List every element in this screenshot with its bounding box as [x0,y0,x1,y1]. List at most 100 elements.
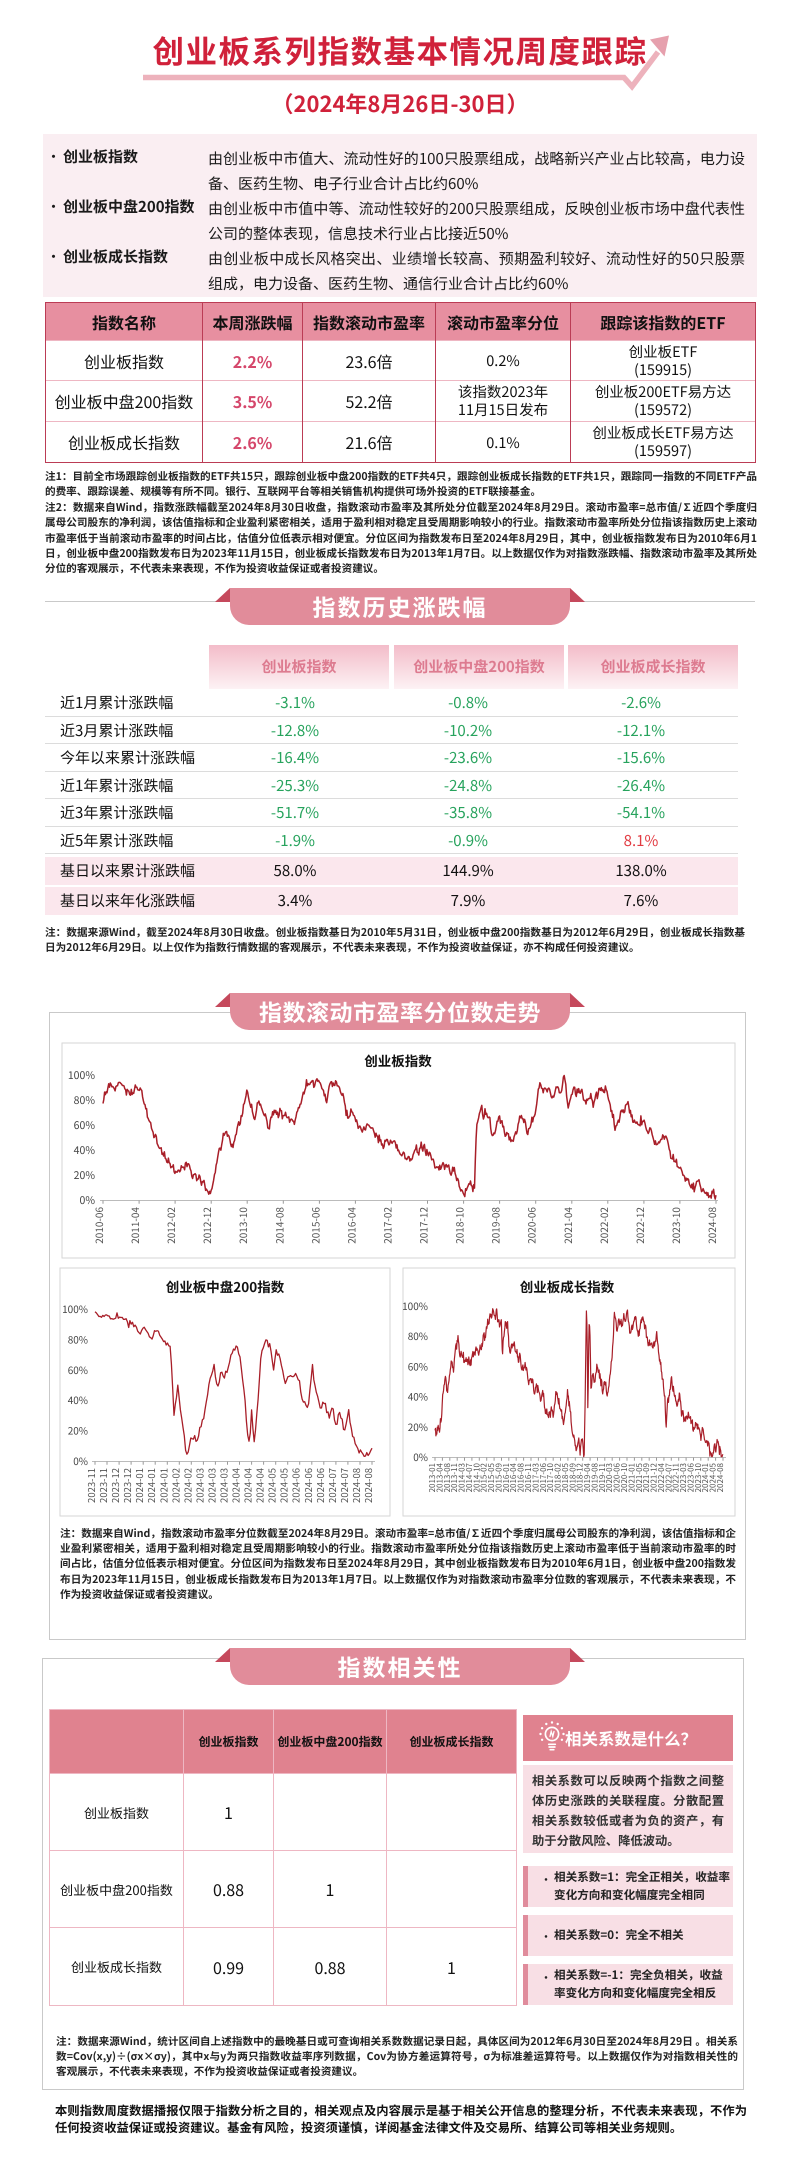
svg-text:2020-06: 2020-06 [612,1462,623,1492]
svg-text:20%: 20% [74,1168,96,1183]
svg-text:40%: 40% [68,1392,88,1407]
svg-text:2024-01: 2024-01 [132,1468,146,1503]
svg-text:2020-03: 2020-03 [604,1463,615,1492]
svg-text:2017-06: 2017-06 [538,1462,549,1492]
svg-text:2021-05: 2021-05 [634,1463,645,1492]
svg-text:2024-07: 2024-07 [325,1468,339,1503]
svg-text:20%: 20% [408,1419,428,1434]
svg-text:60%: 60% [74,1118,96,1133]
svg-text:40%: 40% [74,1143,96,1158]
svg-text:2018-10: 2018-10 [452,1207,467,1244]
svg-text:2023-11: 2023-11 [84,1468,98,1503]
svg-text:2024-01: 2024-01 [144,1468,158,1503]
svg-text:2024-07: 2024-07 [337,1468,351,1503]
svg-text:2014-07: 2014-07 [464,1462,475,1492]
svg-text:0%: 0% [80,1193,96,1208]
svg-text:2023-12: 2023-12 [120,1468,134,1503]
svg-text:2016-08: 2016-08 [516,1462,527,1492]
svg-text:2022-02: 2022-02 [596,1207,611,1244]
svg-text:2024-03: 2024-03 [204,1468,218,1503]
svg-text:2015-02: 2015-02 [479,1462,490,1492]
svg-text:2019-04: 2019-04 [582,1462,593,1492]
svg-text:创业板中盘200指数: 创业板中盘200指数 [166,1276,285,1296]
svg-text:0%: 0% [413,1449,428,1464]
svg-text:2017-03: 2017-03 [530,1463,541,1492]
svg-text:2024-08: 2024-08 [715,1462,726,1492]
svg-text:2024-04: 2024-04 [241,1468,255,1503]
svg-text:2023-11: 2023-11 [96,1468,110,1503]
svg-text:2021-04: 2021-04 [560,1207,575,1244]
svg-text:2023-10: 2023-10 [668,1207,683,1244]
svg-text:2024-08: 2024-08 [349,1468,363,1503]
svg-text:2013-04: 2013-04 [434,1462,445,1492]
svg-text:2014-10: 2014-10 [471,1462,482,1492]
svg-text:2018-09: 2018-09 [567,1463,578,1492]
svg-text:2024-04: 2024-04 [253,1468,267,1503]
svg-text:2024-02: 2024-02 [180,1468,194,1503]
svg-text:2022-04: 2022-04 [656,1462,667,1492]
svg-text:100%: 100% [402,1298,428,1313]
svg-text:2016-04: 2016-04 [343,1207,358,1244]
svg-text:2016-04: 2016-04 [508,1462,519,1492]
svg-text:2021-09: 2021-09 [641,1463,652,1492]
svg-text:2017-02: 2017-02 [380,1207,395,1244]
svg-text:2024-02: 2024-02 [168,1468,182,1503]
svg-text:2023-10: 2023-10 [693,1462,704,1492]
svg-text:2018-12: 2018-12 [575,1462,586,1492]
svg-text:2014-03: 2014-03 [457,1463,468,1492]
svg-text:20%: 20% [68,1423,88,1438]
svg-text:2016-11: 2016-11 [523,1463,534,1492]
svg-text:2012-12: 2012-12 [199,1207,214,1244]
svg-text:2023-06: 2023-06 [686,1462,697,1492]
svg-text:60%: 60% [408,1358,428,1373]
svg-text:2024-01: 2024-01 [156,1468,170,1503]
svg-text:2024-01: 2024-01 [700,1463,711,1492]
svg-text:2021-12: 2021-12 [649,1462,660,1492]
svg-text:2013-08: 2013-08 [442,1462,453,1492]
svg-text:2024-04: 2024-04 [229,1468,243,1503]
svg-text:2022-07: 2022-07 [663,1462,674,1492]
svg-text:创业板成长指数: 创业板成长指数 [520,1276,615,1296]
svg-text:40%: 40% [408,1389,428,1404]
svg-text:2024-05: 2024-05 [265,1468,279,1503]
svg-text:2018-02: 2018-02 [553,1462,564,1492]
svg-text:2019-08: 2019-08 [488,1207,503,1244]
svg-text:2017-10: 2017-10 [545,1462,556,1492]
svg-text:2019-08: 2019-08 [590,1462,601,1492]
svg-text:2021-01: 2021-01 [626,1463,637,1492]
svg-text:2015-06: 2015-06 [307,1207,322,1244]
svg-text:2024-05: 2024-05 [708,1463,719,1492]
svg-text:2024-08: 2024-08 [704,1207,719,1244]
svg-text:2014-08: 2014-08 [271,1207,286,1244]
svg-text:2024-06: 2024-06 [313,1468,327,1503]
svg-text:2024-05: 2024-05 [277,1468,291,1503]
svg-text:2017-12: 2017-12 [416,1207,431,1244]
svg-text:100%: 100% [62,1301,88,1316]
svg-text:0%: 0% [73,1453,88,1468]
svg-text:2024-03: 2024-03 [217,1468,231,1503]
svg-text:2020-06: 2020-06 [524,1207,539,1244]
svg-text:2011-04: 2011-04 [127,1207,142,1244]
svg-text:2013-11: 2013-11 [449,1463,460,1492]
svg-text:2020-10: 2020-10 [619,1462,630,1492]
svg-text:80%: 80% [74,1093,96,1108]
svg-text:2015-05: 2015-05 [486,1463,497,1492]
svg-text:2023-12: 2023-12 [108,1468,122,1503]
svg-text:2024-06: 2024-06 [289,1468,303,1503]
svg-text:2018-05: 2018-05 [560,1463,571,1492]
svg-text:2012-02: 2012-02 [163,1207,178,1244]
svg-text:创业板指数: 创业板指数 [364,1050,432,1070]
svg-text:60%: 60% [68,1362,88,1377]
svg-text:2016-01: 2016-01 [501,1463,512,1492]
svg-text:2024-06: 2024-06 [301,1468,315,1503]
svg-text:2022-11: 2022-11 [671,1463,682,1492]
svg-text:2022-12: 2022-12 [632,1207,647,1244]
svg-text:80%: 80% [408,1328,428,1343]
svg-text:2010-06: 2010-06 [91,1207,106,1244]
svg-text:2015-09: 2015-09 [494,1463,505,1492]
svg-text:2013-01: 2013-01 [427,1463,438,1492]
svg-text:2024-03: 2024-03 [192,1468,206,1503]
svg-text:100%: 100% [68,1068,95,1083]
svg-text:2019-11: 2019-11 [597,1463,608,1492]
svg-text:2023-03: 2023-03 [678,1463,689,1492]
